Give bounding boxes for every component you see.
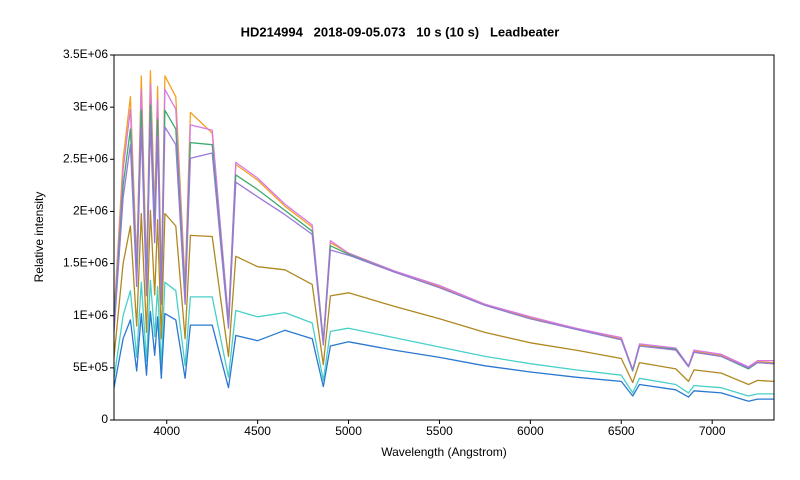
x-tick-label: 7000	[699, 424, 726, 438]
plot-frame	[113, 54, 775, 421]
plot-area	[113, 69, 775, 402]
spectrum-line	[113, 279, 774, 397]
x-axis-label: Wavelength (Angstrom)	[381, 445, 507, 459]
x-tick-label: 6000	[517, 424, 544, 438]
x-tick-label: 5500	[426, 424, 453, 438]
spectrum-line	[113, 122, 775, 371]
spectrum-line	[113, 209, 775, 386]
x-tick-label: 4000	[153, 424, 180, 438]
y-axis-label: Relative intensity	[32, 192, 46, 283]
y-tick-label: 2.5E+06	[63, 151, 108, 165]
y-tick-label: 2E+06	[73, 204, 108, 218]
y-tick-label: 1.5E+06	[63, 256, 108, 270]
y-tick-label: 1E+06	[73, 308, 108, 322]
x-tick-label: 5000	[335, 424, 362, 438]
chart-title: HD214994 2018-09-05.073 10 s (10 s) Lead…	[241, 24, 560, 39]
spectrum-line	[113, 83, 774, 371]
y-tick-label: 3E+06	[73, 99, 108, 113]
x-tick-label: 6500	[608, 424, 635, 438]
y-tick-label: 0	[101, 412, 108, 426]
y-tick-label: 3.5E+06	[63, 47, 108, 61]
y-tick-label: 5E+05	[73, 360, 108, 374]
spectrum-line	[113, 310, 774, 402]
x-tick-label: 4500	[244, 424, 271, 438]
